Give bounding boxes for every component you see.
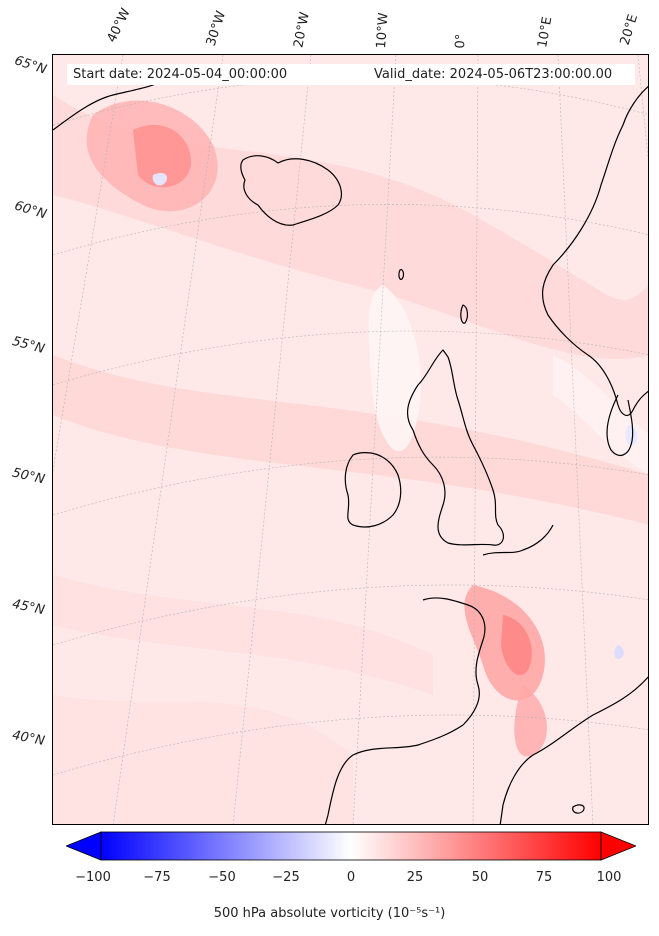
colorbar-tick-label: −25 — [272, 870, 300, 885]
map-canvas — [53, 55, 648, 824]
lat-label-50n: 50°N — [10, 465, 47, 488]
graticule — [53, 55, 648, 824]
lat-label-40n: 40°N — [10, 728, 46, 749]
lon-label-10e: 10°E — [535, 15, 556, 49]
lon-label-30w: 30°W — [203, 9, 230, 48]
lat-label-45n: 45°N — [10, 596, 46, 619]
colorbar-extend-low — [66, 831, 102, 861]
colorbar-tick-label: 25 — [406, 870, 424, 885]
lat-label-55n: 55°N — [10, 334, 47, 357]
colorbar — [66, 831, 636, 861]
colorbar-tick-label: −50 — [208, 870, 236, 885]
colorbar-tick-label: −75 — [143, 870, 171, 885]
lon-label-20e: 20°E — [617, 12, 642, 47]
info-bar — [67, 64, 635, 85]
colorbar-tick-label: 50 — [471, 870, 489, 885]
lon-label-10w: 10°W — [374, 12, 392, 49]
colorbar-tick-label: −100 — [75, 870, 111, 885]
lon-label-0: 0° — [453, 33, 469, 49]
colorbar-body — [100, 831, 602, 861]
vorticity-field — [53, 55, 648, 824]
coastlines — [53, 64, 648, 824]
lat-label-60n: 60°N — [12, 198, 49, 223]
lon-label-40w: 40°W — [104, 6, 134, 46]
colorbar-tick-label: 0 — [346, 870, 356, 885]
colorbar-tick-label: 75 — [535, 870, 553, 885]
lat-label-65n: 65°N — [12, 53, 49, 78]
colorbar-title: 500 hPa absolute vorticity (10⁻⁵s⁻¹) — [213, 906, 446, 921]
colorbar-tick-label: 100 — [596, 870, 622, 885]
start-date-label: Start date: 2024-05-04_00:00:00 — [73, 67, 288, 82]
lon-label-20w: 20°W — [291, 10, 313, 50]
valid-date-label: Valid_date: 2024-05-06T23:00:00.00 — [374, 67, 613, 82]
colorbar-extend-high — [600, 831, 636, 861]
vorticity-map — [52, 54, 649, 825]
